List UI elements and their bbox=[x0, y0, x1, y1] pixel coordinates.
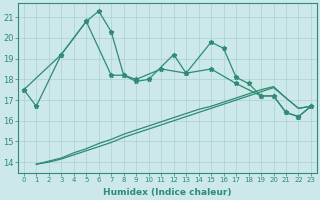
X-axis label: Humidex (Indice chaleur): Humidex (Indice chaleur) bbox=[103, 188, 232, 197]
